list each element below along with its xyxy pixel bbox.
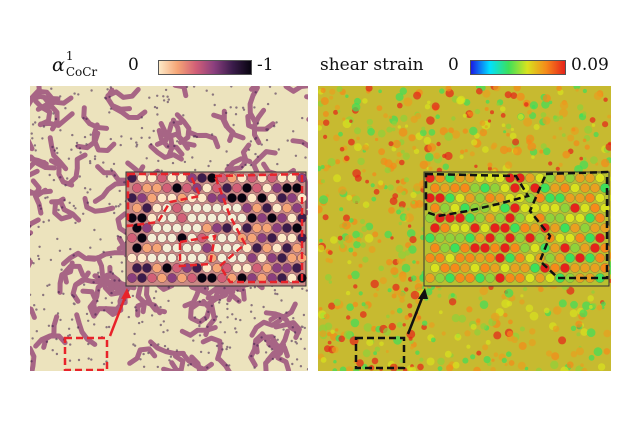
left-atom-map-panel [30,86,308,371]
alpha-subscript: CoCr [65,65,98,79]
left-zoom-box [63,336,109,371]
alpha-cocr-label: α 1 CoCr [52,49,99,79]
alpha-superscript: 1 [65,49,74,63]
right-inset [423,170,610,287]
left-inset-region-1 [126,172,202,228]
left-colorbar [158,60,252,75]
shear-strain-label: shear strain [320,55,424,75]
left-cbar-min-label: 0 [128,55,139,75]
left-zoom-arrow [108,291,129,337]
right-cbar-max-label: 0.09 [571,55,609,75]
right-inset-region-1 [424,172,530,218]
left-zoom-arrowhead [121,288,131,299]
left-inset-region-2 [213,172,304,284]
right-zoom-arrow [406,292,426,335]
right-strain-map-panel [318,86,611,371]
right-inset-region-2 [528,170,609,280]
left-atom-map [30,86,308,371]
right-colorbar [470,60,566,75]
right-cbar-min-label: 0 [448,55,459,75]
left-inset-region-3 [178,234,217,268]
left-inset [125,171,307,287]
alpha-symbol: α [52,54,65,76]
right-zoom-arrowhead [418,288,428,299]
right-strain-map [318,86,611,371]
right-zoom-box [354,336,406,370]
left-cbar-max-label: -1 [257,55,274,75]
